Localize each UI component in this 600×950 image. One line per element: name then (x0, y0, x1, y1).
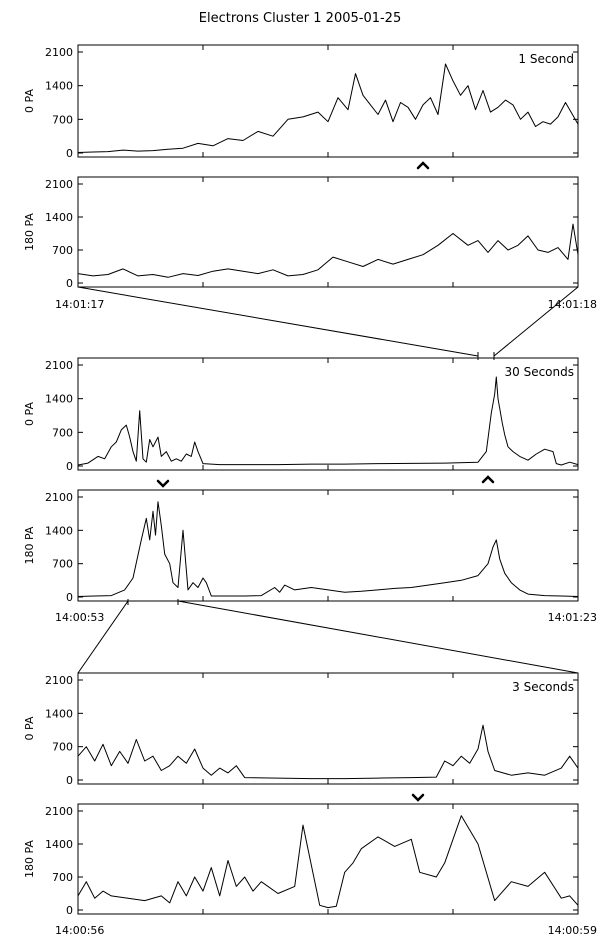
figure-title: Electrons Cluster 1 2005-01-25 (199, 11, 401, 26)
zoom-line-3s-right (177, 600, 579, 674)
y-tick-label-2: 1400 (45, 707, 73, 720)
y-axis-label: 180 PA (23, 840, 36, 878)
panels: 0 700 1400 2100 0 PA 1 Second 0 700 1400 2100 180 … (23, 44, 579, 917)
plot-frame (77, 357, 579, 471)
y-tick-label-0: 0 (66, 147, 73, 160)
y-tick-label-2: 1400 (45, 211, 73, 224)
caret-down-marker-2 (411, 793, 425, 802)
y-tick-label-3: 2100 (45, 178, 73, 191)
y-tick-label-3: 2100 (45, 46, 73, 59)
panel-3s-180pa: 0 700 1400 2100 180 PA (23, 803, 579, 917)
y-tick-label-0: 0 (66, 591, 73, 604)
series-line-30s-180pa (77, 501, 579, 597)
series-line-3s-180pa (77, 815, 579, 909)
series-line-3s-0pa (77, 724, 579, 780)
y-tick-label-3: 2100 (45, 491, 73, 504)
event-markers (156, 161, 495, 802)
zoom-line-1s-left (77, 286, 479, 357)
y-axis-label: 0 PA (23, 89, 36, 113)
caret-down-marker-1 (156, 479, 170, 488)
series-line-30s-0pa (77, 376, 579, 466)
time-label-bottom-right: 14:00:59 (548, 924, 597, 937)
caret-up-marker-2 (481, 475, 495, 484)
panel-3s-0pa: 0 700 1400 2100 0 PA 3 Seconds (23, 672, 579, 787)
caret-up-marker-1 (416, 161, 430, 170)
y-tick-label-1: 700 (52, 113, 73, 126)
resolution-annotation: 30 Seconds (505, 365, 575, 379)
zoom-line-1s-right (493, 286, 579, 357)
y-tick-label-2: 1400 (45, 838, 73, 851)
time-label-mid-left: 14:00:53 (55, 611, 104, 624)
panel-1s-180pa: 0 700 1400 2100 180 PA (23, 176, 579, 290)
resolution-annotation: 1 Second (518, 52, 574, 66)
y-tick-label-3: 2100 (45, 359, 73, 372)
zoom-line-3s-left (77, 600, 129, 674)
time-label-top-left: 14:01:17 (55, 298, 104, 311)
panel-30s-0pa: 0 700 1400 2100 0 PA 30 Seconds (23, 357, 579, 473)
resolution-annotation: 3 Seconds (512, 680, 574, 694)
y-tick-label-1: 700 (52, 244, 73, 257)
time-label-bottom-left: 14:00:56 (55, 924, 104, 937)
y-tick-label-3: 2100 (45, 805, 73, 818)
y-tick-label-1: 700 (52, 558, 73, 571)
panel-1s-0pa: 0 700 1400 2100 0 PA 1 Second (23, 44, 579, 160)
zoom-connectors (77, 286, 579, 674)
y-axis-label: 0 PA (23, 402, 36, 426)
y-tick-label-2: 1400 (45, 80, 73, 93)
y-axis-label: 180 PA (23, 526, 36, 564)
panel-30s-180pa: 0 700 1400 2100 180 PA (23, 489, 579, 604)
y-tick-label-2: 1400 (45, 524, 73, 537)
y-tick-label-1: 700 (52, 426, 73, 439)
y-tick-label-0: 0 (66, 460, 73, 473)
series-line-1s-0pa (77, 63, 579, 153)
series-line-1s-180pa (77, 223, 579, 278)
plot-frame (77, 803, 579, 915)
plot-frame (77, 489, 579, 602)
y-tick-label-0: 0 (66, 277, 73, 290)
y-tick-label-2: 1400 (45, 393, 73, 406)
y-axis-label: 0 PA (23, 716, 36, 740)
y-tick-label-1: 700 (52, 871, 73, 884)
y-tick-label-0: 0 (66, 774, 73, 787)
plot-frame (77, 176, 579, 288)
y-tick-label-1: 700 (52, 741, 73, 754)
y-tick-label-0: 0 (66, 904, 73, 917)
time-label-top-right: 14:01:18 (548, 298, 597, 311)
plot-frame (77, 672, 579, 785)
plot-frame (77, 44, 579, 158)
time-label-mid-right: 14:01:23 (548, 611, 597, 624)
y-tick-label-3: 2100 (45, 674, 73, 687)
y-axis-label: 180 PA (23, 213, 36, 251)
